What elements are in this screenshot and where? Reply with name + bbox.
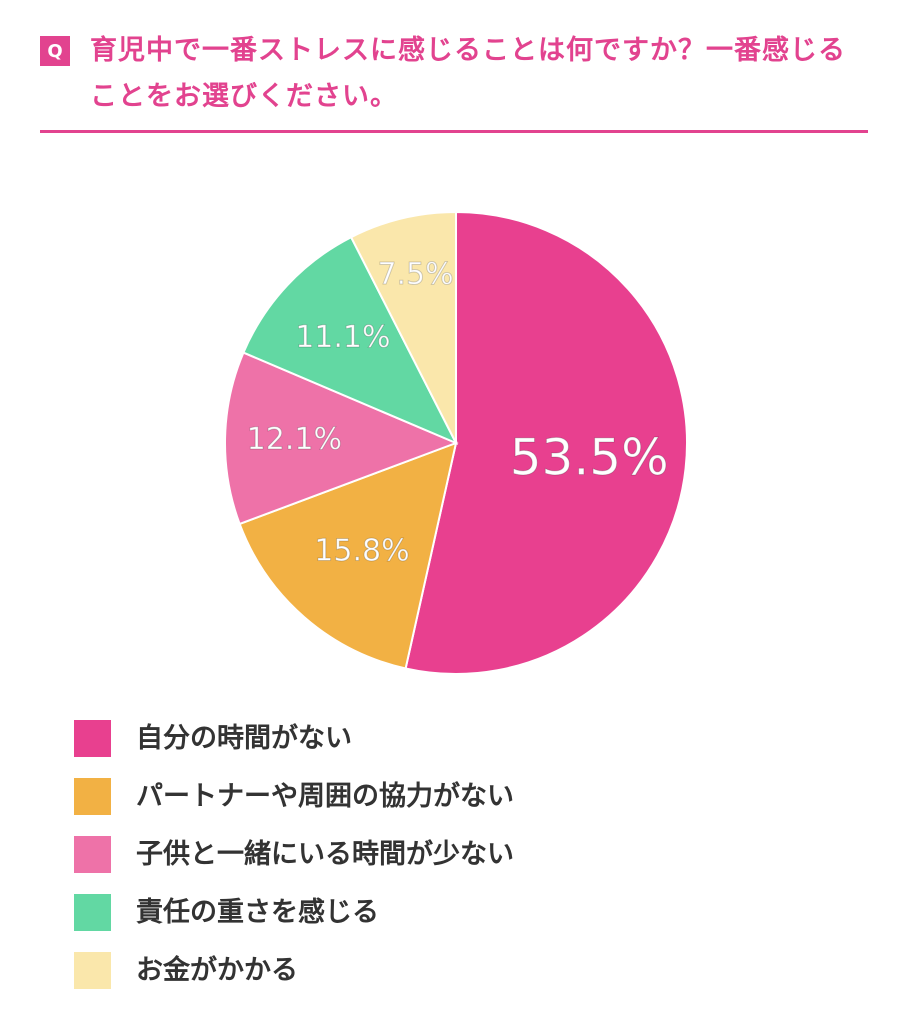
pie-slice-2	[238, 441, 458, 670]
pie-slice-5	[349, 210, 457, 444]
legend-item-5: お金がかかる	[74, 952, 854, 992]
legend-item-1: 自分の時間がない	[74, 720, 854, 760]
legend-label-1: 自分の時間がない	[136, 723, 352, 754]
question-text: 育児中で一番ストレスに感じることは何ですか？一番感じることをお選びください。	[90, 35, 846, 112]
pie-slice-4	[242, 235, 459, 445]
legend-swatch-5	[74, 952, 111, 989]
pie-chart: 53.5% 15.8% 12.1% 11.1% 7.5%	[224, 210, 688, 675]
legend-item-4: 責任の重さを感じる	[74, 894, 854, 934]
pie-slice-1	[404, 210, 688, 675]
legend-swatch-3	[74, 836, 111, 873]
legend-swatch-1	[74, 720, 111, 757]
legend-label-2: パートナーや周囲の協力がない	[136, 781, 514, 812]
legend-item-2: パートナーや周囲の協力がない	[74, 778, 854, 818]
pie-slice-label-2: 15.8%	[314, 534, 409, 569]
pie-slice-label-1: 53.5%	[510, 429, 669, 487]
pie-slice-label-5: 7.5%	[377, 257, 453, 292]
pie-slice-label-4: 11.1%	[295, 320, 390, 355]
question-badge: Q	[40, 36, 70, 66]
pie-slice-3	[224, 351, 459, 526]
pie-slice-label-3: 12.1%	[247, 422, 342, 457]
legend-label-4: 責任の重さを感じる	[136, 897, 379, 928]
legend-swatch-2	[74, 778, 111, 815]
header-divider	[40, 130, 868, 133]
legend-swatch-4	[74, 894, 111, 931]
legend-item-3: 子供と一緒にいる時間が少ない	[74, 836, 854, 876]
legend-label-5: お金がかかる	[136, 955, 298, 986]
legend-label-3: 子供と一緒にいる時間が少ない	[136, 839, 514, 870]
